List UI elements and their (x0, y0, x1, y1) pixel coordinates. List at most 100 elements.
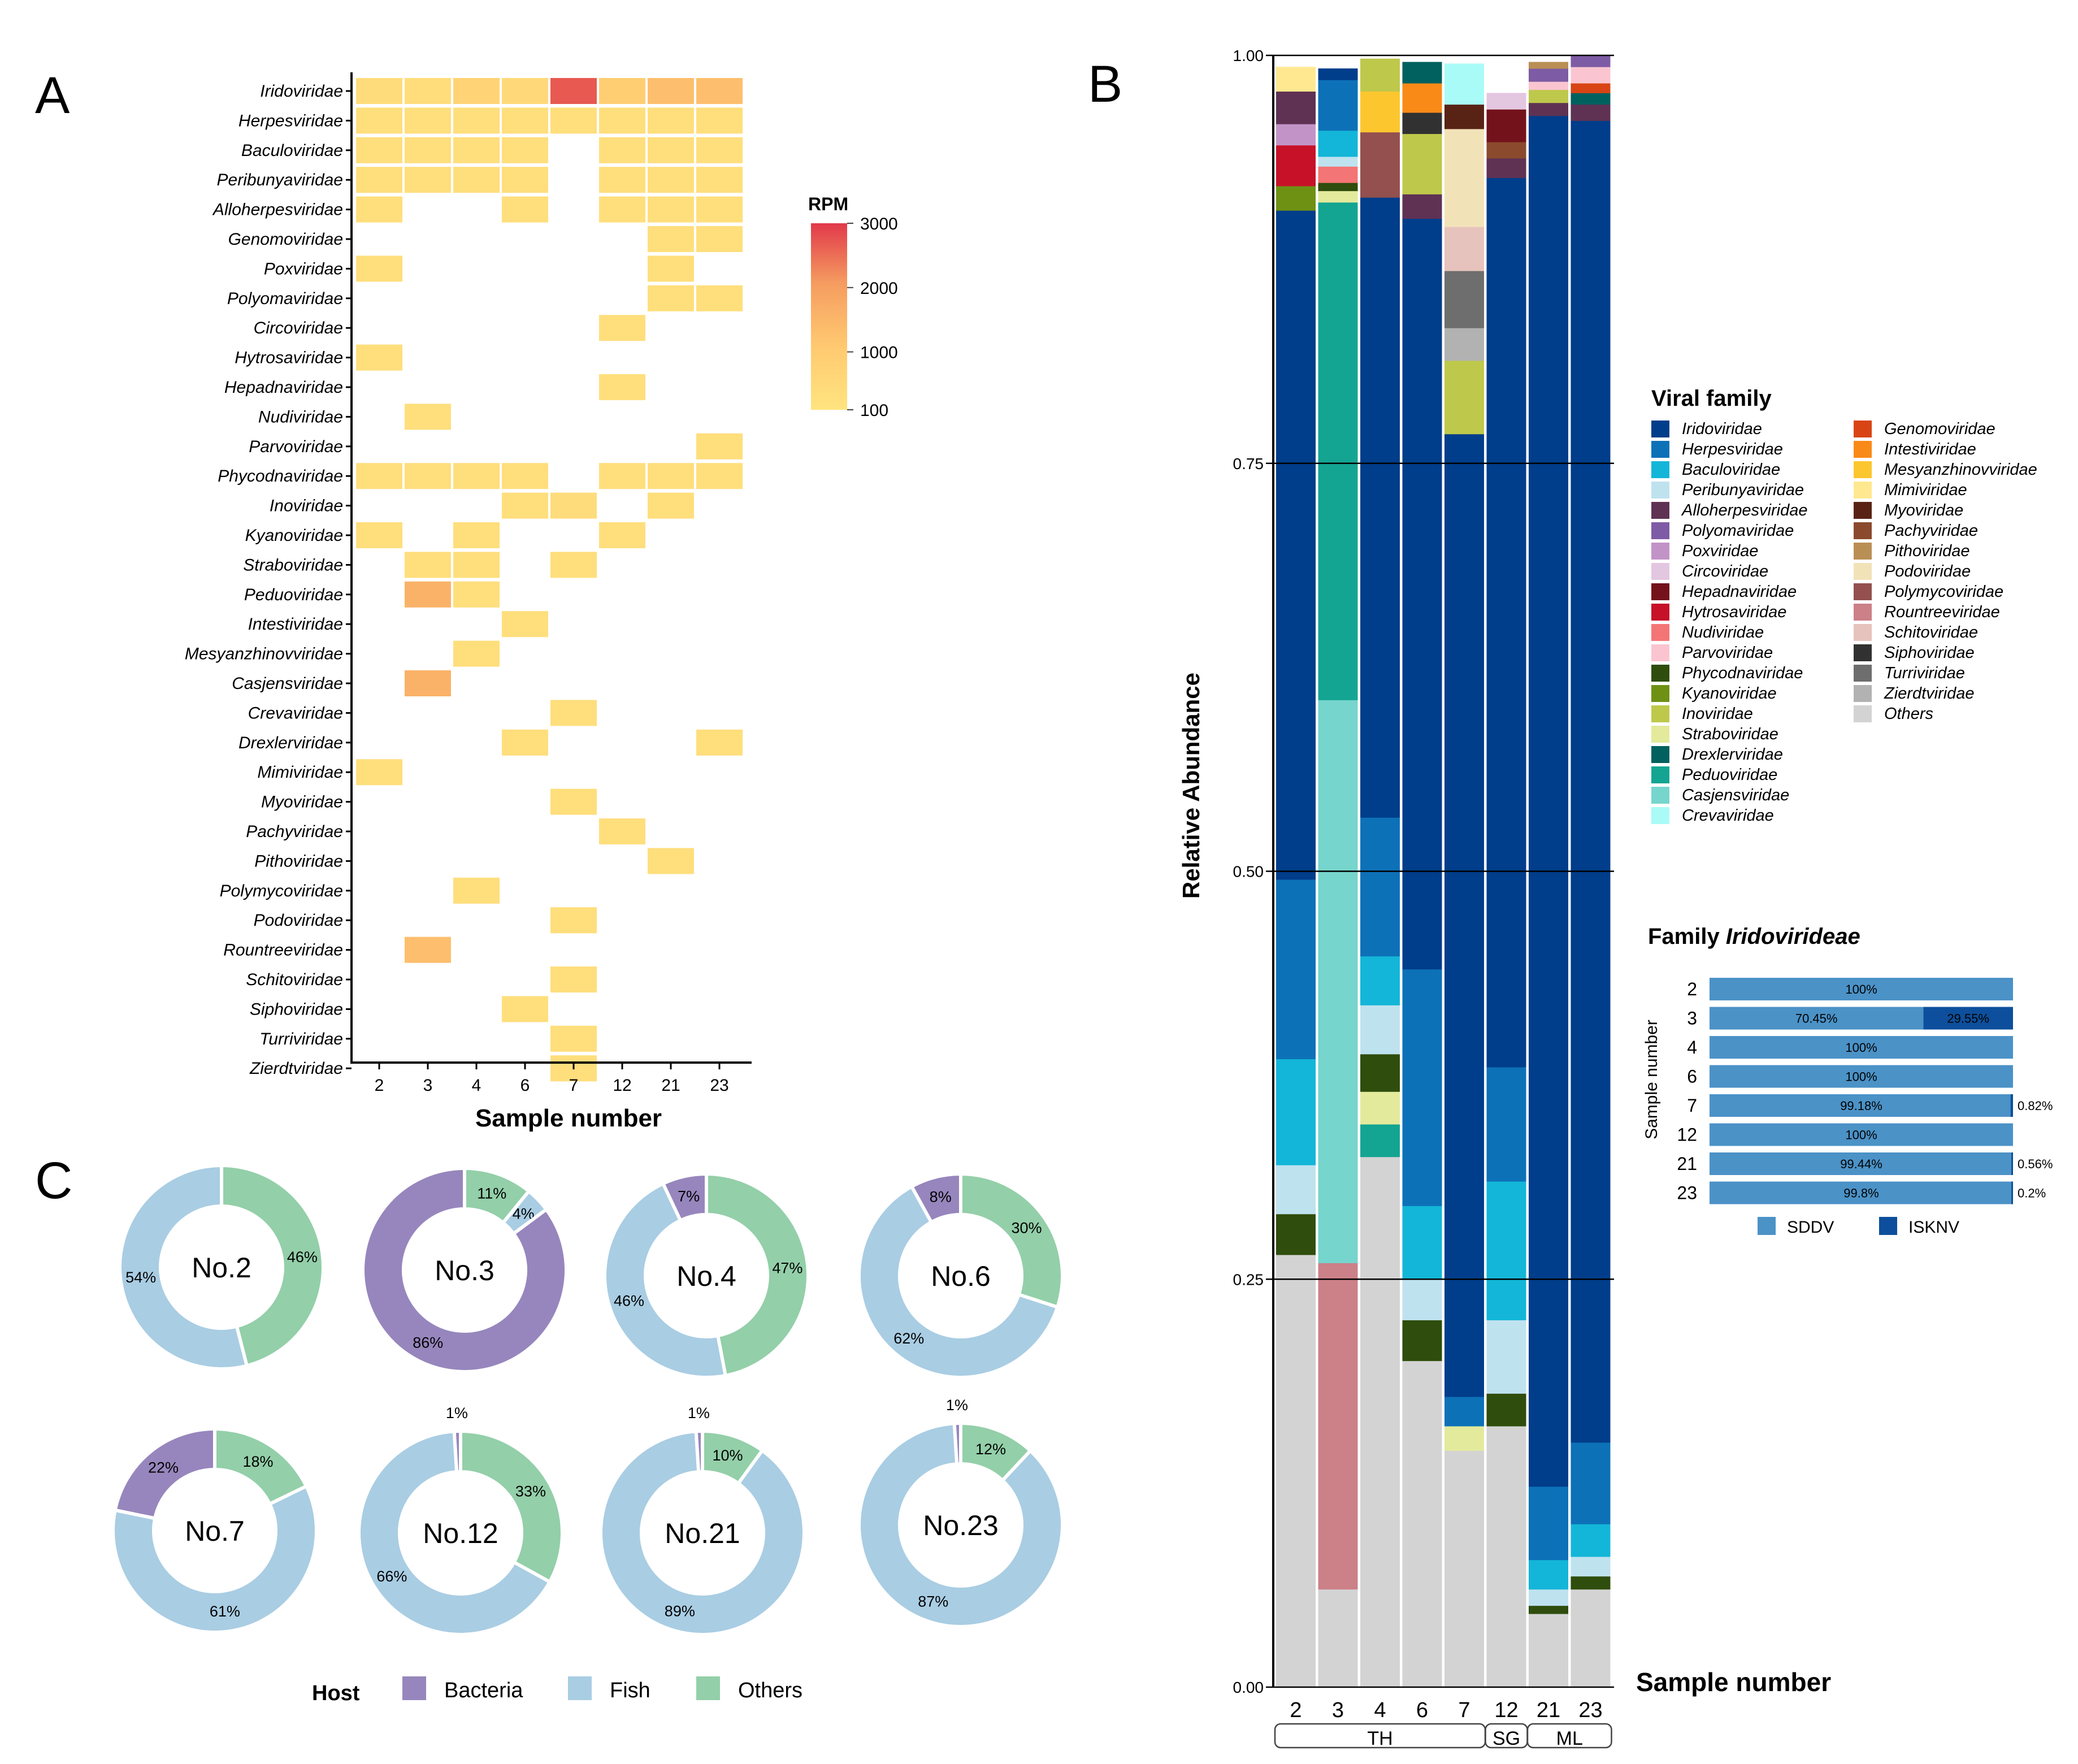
legend-swatch-iridoviridae (1651, 421, 1669, 437)
inset-label-sddv-23: 99.8% (1843, 1186, 1879, 1200)
legend-swatch-hytrosaviridae (1651, 604, 1669, 621)
bar-segment-6-siphoviridae (1402, 112, 1442, 135)
bar-segment-12-herpesviridae (1486, 1067, 1526, 1182)
heatmap-sample-7: 7 (569, 1076, 579, 1095)
stacked-x-label-6: 6 (1416, 1698, 1428, 1722)
iridovirideae-inset: Family Iridovirideae Sample number 2 100%… (1642, 924, 2053, 1237)
heatmap-cell-siphoviridae-6 (502, 996, 548, 1022)
heatmap-cell-inoviridae-7 (550, 492, 597, 519)
host-legend-label-fish: Fish (610, 1679, 650, 1702)
heatmap-family-polyomaviridae: Polyomaviridae (227, 289, 343, 308)
donut-slice-fish-no-21 (599, 1429, 806, 1637)
heatmap-cell-peribunyaviridae-3 (405, 167, 451, 193)
inset-legend-label-isknv: ISKNV (1908, 1218, 1959, 1237)
legend-swatch-intestiviridae (1854, 441, 1872, 458)
heatmap-cell-crevaviridae-7 (550, 700, 597, 726)
heatmap-cell-pachyviridae-12 (599, 818, 645, 844)
heatmap-sample-3: 3 (423, 1076, 433, 1095)
donut-pct-others-no-2: 46% (287, 1249, 318, 1265)
donut-slice-fish-no-4 (603, 1181, 728, 1379)
bar-segment-4-baculoviridae (1360, 956, 1400, 1005)
heatmap-cell-baculoviridae-23 (696, 137, 743, 163)
rpm-legend-tick-label: 3000 (860, 215, 898, 233)
donut-slice-fish-no-23 (857, 1421, 1064, 1628)
bar-segment-2-kyanoviridae (1276, 185, 1316, 211)
donut-slice-bacteria-no-6 (909, 1172, 962, 1225)
legend-label-herpesviridae: Herpesviridae (1682, 440, 1783, 458)
bar-segment-4-iridoviridae (1360, 197, 1400, 818)
rpm-legend-title: RPM (808, 194, 848, 214)
inset-title: Family Iridovirideae (1648, 924, 1860, 949)
inset-sample-12: 12 (1677, 1125, 1697, 1145)
donut-no-21: 10% 89% 1% No.21 (599, 1405, 806, 1637)
heatmap-cell-inoviridae-6 (502, 492, 548, 519)
donut-center-label-no-7: No.7 (185, 1515, 245, 1547)
heatmap-cell-drexlerviridae-23 (696, 729, 743, 756)
panel-label-b: B (1088, 55, 1122, 113)
inset-bar-sddv-3 (1710, 1007, 1924, 1030)
stacked-y-tick-label: 1.00 (1233, 47, 1264, 64)
heatmap-sample-23: 23 (710, 1076, 728, 1095)
heatmap-cell-iridoviridae-2 (356, 78, 402, 104)
legend-label-mesyanzhinovviridae: Mesyanzhinovviridae (1884, 461, 2037, 479)
rpm-legend-tick-label: 2000 (860, 279, 898, 298)
heatmap-family-phycodnaviridae: Phycodnaviridae (218, 467, 343, 486)
inset-sample-21: 21 (1677, 1154, 1697, 1174)
heatmap-cell-herpesviridae-7 (550, 107, 597, 134)
donut-center-label-no-2: No.2 (192, 1252, 251, 1284)
heatmap-cells (356, 78, 743, 1082)
heatmap-cell-baculoviridae-2 (356, 137, 402, 163)
heatmap-cell-alloherpesviridae-21 (648, 196, 694, 223)
heatmap-cell-herpesviridae-2 (356, 107, 402, 134)
bar-segment-3-rountreeviridae (1318, 1263, 1358, 1590)
bar-segment-3-herpesviridae (1318, 80, 1358, 131)
bar-segment-2-herpesviridae (1276, 879, 1316, 1060)
heatmap-cell-poxviridae-2 (356, 255, 402, 282)
bar-segment-12-circoviridae (1486, 93, 1526, 110)
stacked-y-tick-label: 0.75 (1233, 455, 1264, 473)
bar-segment-4-others (1360, 1156, 1400, 1688)
viral-family-legend-title: Viral family (1651, 386, 1772, 411)
stacked-y-tick-label: 0.00 (1233, 1679, 1264, 1696)
inset-bar-sddv-2 (1710, 978, 2013, 1000)
donut-slice-others-no-12 (459, 1429, 564, 1584)
legend-label-polyomaviridae: Polyomaviridae (1682, 522, 1794, 540)
legend-swatch-baculoviridae (1651, 461, 1669, 478)
legend-label-iridoviridae: Iridoviridae (1682, 420, 1762, 438)
heatmap-cell-herpesviridae-6 (502, 107, 548, 134)
bar-segment-6-others (1402, 1360, 1442, 1688)
legend-swatch-pachyviridae (1854, 522, 1872, 539)
bar-segment-2-baculoviridae (1276, 1059, 1316, 1165)
heatmap-cell-peribunyaviridae-4 (453, 167, 500, 193)
legend-swatch-podoviridae (1854, 563, 1872, 580)
legend-swatch-kyanoviridae (1651, 685, 1669, 702)
donut-slice-bacteria-no-3 (361, 1166, 568, 1373)
heatmap-cell-schitoviridae-7 (550, 966, 597, 992)
legend-swatch-peribunyaviridae (1651, 482, 1669, 499)
heatmap-family-intestiviridae: Intestiviridae (248, 615, 343, 634)
legend-swatch-myoviridae (1854, 502, 1872, 519)
heatmap-cell-baculoviridae-12 (599, 137, 645, 163)
legend-swatch-drexlerviridae (1651, 746, 1669, 763)
bar-segment-4-phycodnaviridae (1360, 1054, 1400, 1092)
heatmap-sample-4: 4 (472, 1076, 481, 1095)
donut-pct-bacteria-no-7: 22% (148, 1459, 179, 1476)
legend-label-myoviridae: Myoviridae (1884, 501, 1963, 519)
legend-label-poxviridae: Poxviridae (1682, 542, 1758, 560)
legend-swatch-poxviridae (1651, 543, 1669, 560)
inset-bar-sddv-12 (1710, 1123, 2013, 1146)
legend-swatch-polyomaviridae (1651, 522, 1669, 539)
heatmap-cell-peduoviridae-4 (453, 581, 500, 608)
bar-segment-7-inoviridae (1444, 360, 1484, 435)
bar-segment-6-peribunyaviridae (1402, 1279, 1442, 1320)
heatmap-family-peduoviridae: Peduoviridae (244, 586, 343, 604)
heatmap-cell-iridoviridae-7 (550, 78, 597, 104)
inset-sample-6: 6 (1687, 1067, 1697, 1087)
donut-slice-bacteria-no-23 (952, 1421, 962, 1466)
legend-label-casjensviridae: Casjensviridae (1682, 786, 1789, 804)
bar-segment-3-phycodnaviridae (1318, 183, 1358, 192)
rpm-legend-ticks: 3000 2000 1000 100 (847, 215, 898, 420)
inset-bar-sddv-21 (1710, 1152, 2011, 1175)
donut-slice-bacteria-no-7 (113, 1427, 216, 1520)
bar-segment-12-others (1486, 1426, 1526, 1688)
